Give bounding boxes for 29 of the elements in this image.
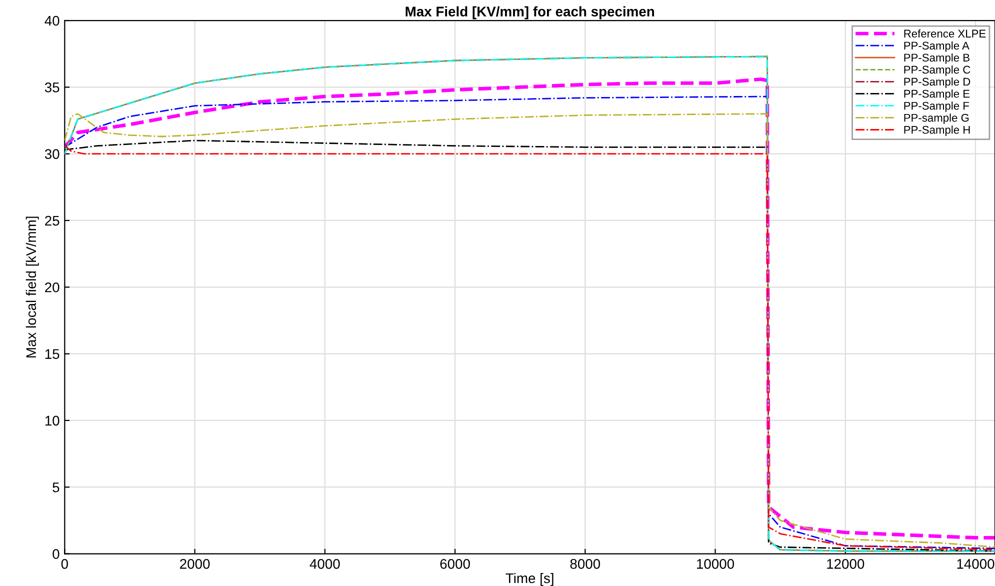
y-tick-label: 25 [45,216,60,226]
legend-label: PP-Sample C [904,65,970,76]
legend-label: PP-sample G [904,114,969,124]
x-tick-label: 0 [61,559,68,569]
x-axis-title: Time [s] [506,572,554,586]
y-tick-label: 0 [52,549,60,559]
y-axis-title: Max local field [kV/mm] [26,216,39,358]
x-tick-label: 8000 [570,559,600,569]
y-tick-label: 35 [44,82,60,92]
x-tick-label: 4000 [310,559,340,569]
legend-label: Reference XLPE [904,29,986,38]
y-tick-label: 5 [52,482,60,492]
x-tick-label: 12000 [827,559,864,569]
legend-label: PP-Sample B [904,53,970,64]
x-tick-label: 6000 [440,559,470,569]
chart-title: Max Field [KV/mm] for each specimen [406,6,654,20]
x-tick-label: 10000 [697,559,734,569]
legend-label: PP-Sample F [904,102,969,112]
x-tick-label: 14000 [957,559,994,569]
legend-label: PP-Sample H [904,126,970,136]
legend-label: PP-Sample A [904,41,970,52]
y-tick-label: 15 [45,349,60,359]
x-tick-label: 2000 [180,559,210,569]
legend-label: PP-Sample E [904,90,970,100]
y-tick-label: 10 [45,416,60,426]
y-tick-label: 20 [45,282,60,292]
y-tick-label: 30 [44,149,60,159]
legend-label: PP-Sample D [904,77,970,88]
y-tick-label: 40 [44,16,60,26]
